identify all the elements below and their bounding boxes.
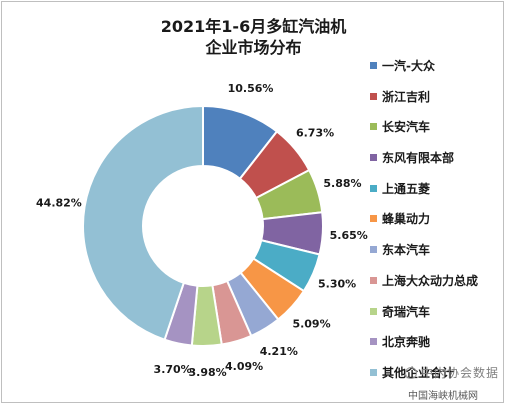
chart-title: 2021年1-6月多缸汽油机 <box>160 17 347 36</box>
slice-data-label: 3.98% <box>189 366 227 379</box>
legend-item: 奇瑞汽车 <box>370 304 478 320</box>
slice-data-label: 44.82% <box>36 196 82 209</box>
chart-subtitle: 企业市场分布 <box>205 38 302 57</box>
legend-label: 上海大众动力总成 <box>382 273 479 288</box>
legend-label: 浙江吉利 <box>382 89 431 104</box>
legend-swatch <box>370 368 377 376</box>
slice-data-label: 4.21% <box>260 345 298 358</box>
watermark-site: 中国海峡机械网 <box>408 391 478 402</box>
legend-item: 东本汽车 <box>370 242 478 258</box>
legend-label: 一汽-大众 <box>382 59 435 73</box>
slice-data-label: 5.88% <box>323 177 361 190</box>
legend-label: 其他企业合计 <box>382 365 455 380</box>
legend-label: 蜂巢动力 <box>382 212 431 227</box>
legend-swatch <box>370 338 377 346</box>
slice-data-label: 5.30% <box>318 278 356 291</box>
legend-item: 其他企业合计 <box>370 365 478 381</box>
legend-swatch <box>370 184 377 192</box>
legend-swatch <box>370 154 377 162</box>
legend-swatch <box>370 92 377 100</box>
legend-item: 北京奔驰 <box>370 334 478 350</box>
legend-item: 东风有限本部 <box>370 150 478 166</box>
legend-swatch <box>370 62 377 69</box>
legend-swatch <box>370 215 377 223</box>
legend-swatch <box>370 307 377 315</box>
legend-label: 北京奔驰 <box>382 335 431 350</box>
chart-legend: 一汽-大众浙江吉利长安汽车东风有限本部 上通五菱蜂巢动力东本汽车上海大众动力总成奇… <box>370 58 478 396</box>
legend-item: 上海大众动力总成 <box>370 273 478 289</box>
legend-item: 蜂巢动力 <box>370 211 478 227</box>
legend-item: 长安汽车 <box>370 119 478 135</box>
legend-label: 奇瑞汽车 <box>382 304 431 319</box>
slice-data-label: 3.70% <box>154 363 192 376</box>
logo-icon <box>405 366 417 379</box>
legend-label: 上通五菱 <box>382 181 431 196</box>
slice-data-label: 5.09% <box>292 318 330 331</box>
slice-data-label: 5.65% <box>330 229 368 242</box>
watermark-text: 中内协会数据 <box>421 366 500 380</box>
legend-label: 东本汽车 <box>382 243 431 258</box>
legend-swatch <box>370 276 377 284</box>
legend-label: 长安汽车 <box>382 120 431 135</box>
legend-item: 上通五菱 <box>370 181 478 197</box>
slice-data-label: 4.09% <box>225 360 263 373</box>
donut-slice <box>82 104 204 341</box>
legend-item: 浙江吉利 <box>370 89 478 105</box>
slice-data-label: 6.73% <box>296 126 334 139</box>
watermark-source: 中内协会数据 <box>405 364 499 381</box>
legend-label: 东风有限本部 <box>382 151 455 166</box>
slice-data-label: 10.56% <box>228 82 274 95</box>
legend-swatch <box>370 246 377 254</box>
legend-item: 一汽-大众 <box>370 58 478 74</box>
legend-swatch <box>370 123 377 131</box>
